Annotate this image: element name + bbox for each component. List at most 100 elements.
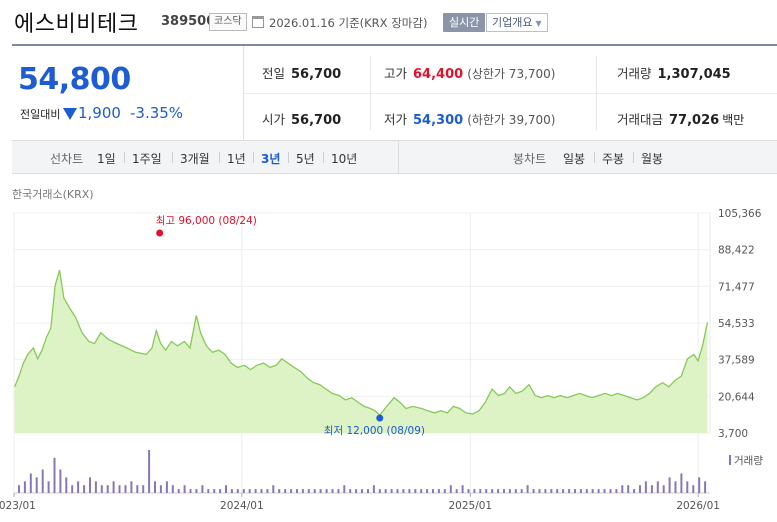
- volume-bar: [248, 489, 251, 493]
- realtime-button[interactable]: 실시간: [443, 13, 486, 32]
- period-5y[interactable]: 5년: [296, 152, 315, 166]
- volume-bar: [615, 489, 618, 493]
- line-chart-label: 선차트: [50, 152, 84, 166]
- volume-bar: [41, 469, 44, 493]
- volume-bar: [378, 489, 381, 493]
- prev-close-value: 56,700: [291, 67, 342, 82]
- volume-legend-swatch: [729, 455, 731, 465]
- volume-bar: [124, 485, 127, 493]
- quote-col-divider: [596, 56, 597, 130]
- volume-label: 거래량: [617, 66, 652, 81]
- base-date: 2026.01.16 기준(KRX 장마감): [269, 16, 428, 30]
- volume-bar: [136, 485, 139, 493]
- volume-bar: [183, 485, 186, 493]
- volume-bar: [556, 489, 559, 493]
- volume-bar: [579, 489, 582, 493]
- period-3m[interactable]: 3개월: [180, 152, 210, 166]
- volume-bar: [633, 489, 636, 493]
- lower-limit: (하한가 39,700): [467, 113, 556, 127]
- volume-bar: [296, 489, 298, 493]
- volume-bar: [195, 489, 198, 493]
- candle-weekly[interactable]: 주봉: [602, 152, 625, 166]
- volume-bar: [290, 489, 293, 493]
- volume-bar: [47, 481, 50, 493]
- volume-bar: [603, 489, 606, 493]
- low-label: 저가: [384, 112, 408, 127]
- volume-bar: [83, 485, 86, 493]
- volume-bar: [390, 489, 393, 493]
- y-tick-label: 54,533: [718, 318, 755, 330]
- amount-label: 거래대금: [617, 112, 664, 127]
- volume-bar: [177, 489, 180, 493]
- volume-bar: [53, 457, 56, 493]
- period-3y[interactable]: 3년: [261, 152, 281, 166]
- volume-bar: [437, 489, 440, 493]
- volume-bar: [313, 489, 316, 493]
- volume-bar: [355, 489, 358, 493]
- volume-bar: [272, 485, 275, 493]
- period-sep: [594, 152, 595, 163]
- volume-bar: [520, 489, 523, 493]
- volume-bar: [704, 481, 707, 493]
- quote-panel: 54,800 전일대비 1,900 -3.35% 전일 56,700 고가 64,4…: [12, 44, 777, 140]
- candle-chart-label: 봉차트: [513, 152, 547, 166]
- open-price: 시가 56,700: [262, 109, 341, 128]
- high-marker: [156, 229, 164, 237]
- volume-legend: 거래량: [729, 455, 763, 467]
- price-area: [14, 270, 708, 433]
- volume-bar: [568, 489, 571, 493]
- volume-bars: [14, 450, 710, 494]
- volume-bar: [254, 489, 257, 493]
- volume-bar: [242, 489, 245, 493]
- volume-bar: [591, 489, 594, 493]
- volume-bar: [562, 489, 565, 493]
- y-tick-label: 88,422: [718, 245, 755, 257]
- volume-bar: [189, 489, 192, 493]
- volume-bar: [597, 489, 600, 493]
- amount-value: 77,026: [669, 113, 720, 128]
- volume-bar: [23, 481, 26, 493]
- volume-bar: [532, 489, 535, 493]
- change-value: 1,900: [78, 104, 121, 122]
- stock-header: 에스비비테크 389500 코스닥 2026.01.16 기준(KRX 장마감)…: [0, 0, 777, 44]
- period-10y[interactable]: 10년: [331, 152, 358, 166]
- volume-bar: [585, 489, 588, 493]
- volume-bar: [449, 485, 452, 493]
- y-tick-label: 105,366: [718, 208, 762, 220]
- period-sep: [219, 152, 220, 163]
- volume-bar: [219, 489, 222, 493]
- high-label: 고가: [384, 66, 408, 81]
- candle-monthly[interactable]: 월봉: [641, 152, 664, 166]
- x-tick-label: 2024/01: [220, 500, 264, 512]
- volume-bar: [260, 489, 263, 493]
- volume-bar: [201, 485, 204, 493]
- volume-bar: [455, 489, 458, 493]
- low-value: 54,300: [413, 113, 464, 128]
- volume-bar: [538, 489, 541, 493]
- period-1y[interactable]: 1년: [227, 152, 246, 166]
- volume-bar: [349, 489, 352, 493]
- volume-bar: [497, 489, 500, 493]
- volume-bar: [686, 481, 689, 493]
- quote-col-divider: [370, 56, 371, 130]
- volume-bar: [65, 477, 68, 493]
- volume-bar: [154, 481, 156, 493]
- volume-bar: [171, 485, 174, 493]
- company-info-button[interactable]: 기업개요 ▼: [486, 13, 548, 32]
- period-1d[interactable]: 1일: [97, 152, 116, 166]
- volume-bar: [367, 489, 369, 493]
- y-tick-label: 3,700: [718, 428, 748, 440]
- volume-bar: [544, 489, 547, 493]
- period-1w[interactable]: 1주일: [132, 152, 162, 166]
- volume-bar: [18, 485, 20, 493]
- volume-bar: [71, 485, 74, 493]
- y-tick-label: 20,644: [718, 391, 755, 403]
- caret-down-icon: ▼: [535, 19, 542, 28]
- open-label: 시가: [262, 112, 286, 127]
- period-sep: [323, 152, 324, 163]
- volume-bar: [148, 450, 151, 493]
- volume-bar: [106, 485, 109, 493]
- calendar-icon: [252, 16, 264, 28]
- candle-daily[interactable]: 일봉: [563, 152, 586, 166]
- volume-bar: [414, 489, 417, 493]
